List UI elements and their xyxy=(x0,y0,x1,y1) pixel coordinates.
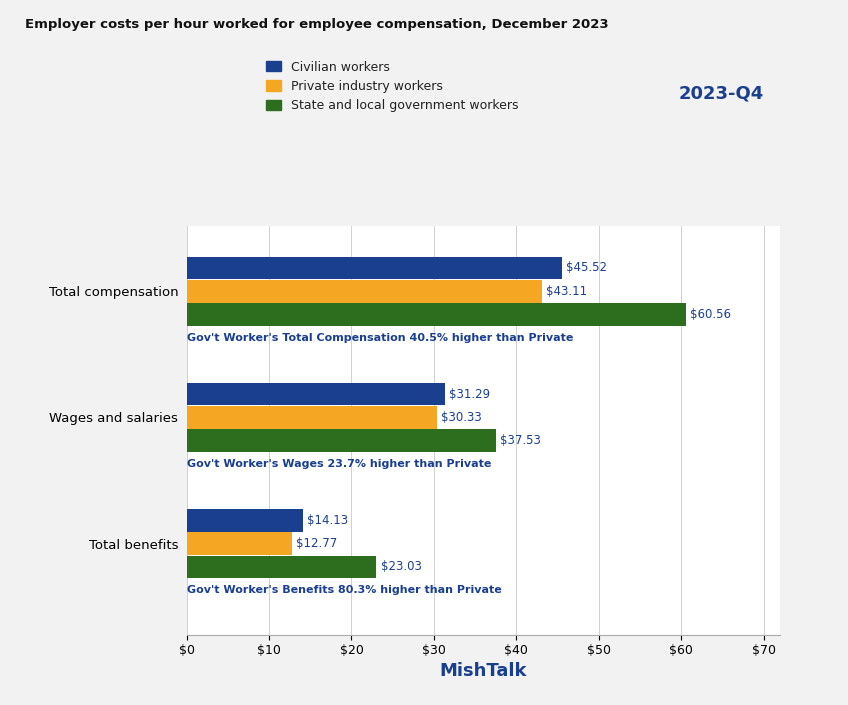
Text: $43.11: $43.11 xyxy=(546,285,587,298)
Text: $30.33: $30.33 xyxy=(441,411,482,424)
Bar xyxy=(187,303,686,326)
Text: Gov't Worker's Total Compensation 40.5% higher than Private: Gov't Worker's Total Compensation 40.5% … xyxy=(187,333,573,343)
Text: $23.03: $23.03 xyxy=(381,560,421,573)
Text: 2023-Q4: 2023-Q4 xyxy=(678,85,764,103)
Text: $14.13: $14.13 xyxy=(307,514,349,527)
Bar xyxy=(187,556,377,578)
Bar xyxy=(187,280,542,302)
Text: $45.52: $45.52 xyxy=(566,262,607,274)
Text: Gov't Worker's Benefits 80.3% higher than Private: Gov't Worker's Benefits 80.3% higher tha… xyxy=(187,585,501,595)
Bar xyxy=(187,406,437,429)
Text: $37.53: $37.53 xyxy=(500,434,541,447)
Bar xyxy=(187,532,292,555)
Bar xyxy=(187,383,444,405)
Bar xyxy=(187,429,496,452)
Text: MishTalk: MishTalk xyxy=(439,662,527,680)
Text: Gov't Worker's Wages 23.7% higher than Private: Gov't Worker's Wages 23.7% higher than P… xyxy=(187,459,491,469)
Text: $31.29: $31.29 xyxy=(449,388,490,400)
Legend: Civilian workers, Private industry workers, State and local government workers: Civilian workers, Private industry worke… xyxy=(260,56,523,117)
Bar xyxy=(187,257,562,279)
Text: Employer costs per hour worked for employee compensation, December 2023: Employer costs per hour worked for emplo… xyxy=(25,18,609,30)
Text: $12.77: $12.77 xyxy=(296,537,338,550)
Text: $60.56: $60.56 xyxy=(690,308,731,321)
Bar xyxy=(187,509,303,532)
